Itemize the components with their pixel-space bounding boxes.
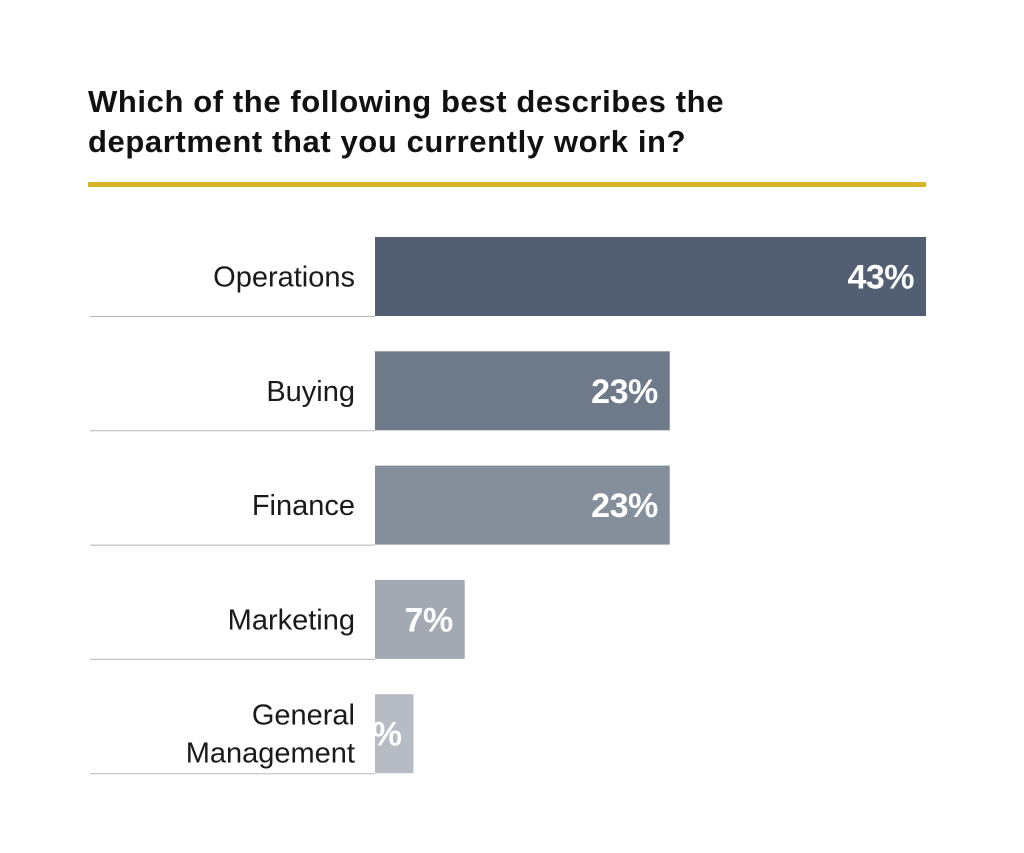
category-label: Finance [252, 490, 355, 522]
value-label: 43% [847, 259, 914, 297]
bar [375, 579, 465, 659]
category-label: Buying [266, 376, 355, 408]
bar [375, 465, 670, 545]
category-label: Operations [213, 262, 355, 294]
category-label-line: Buying [266, 376, 355, 408]
bar-row: Buying 23% [90, 351, 670, 432]
chart-title-line-2: department that you currently work in? [88, 124, 687, 159]
chart-title: Which of the following best describes th… [88, 82, 948, 162]
bar [375, 694, 414, 774]
title-divider [88, 182, 926, 187]
bar-row: Marketing 7% [90, 579, 465, 660]
value-label: 23% [591, 487, 658, 525]
bar [375, 351, 670, 431]
bar-row: Finance 23% [90, 465, 670, 546]
category-label: Marketing [228, 604, 355, 636]
category-label: General Management [186, 700, 355, 770]
category-label-line: General [252, 700, 355, 732]
category-label-line: Management [186, 738, 355, 770]
category-label-line: Finance [252, 490, 355, 522]
bar [375, 237, 926, 316]
bar-row: Operations 43% [90, 237, 926, 317]
value-label: 7% [405, 601, 453, 639]
value-label: 3% [353, 716, 401, 754]
category-label-line: Operations [213, 262, 355, 294]
chart-title-line-1: Which of the following best describes th… [88, 84, 725, 119]
category-label-line: Marketing [228, 604, 355, 636]
value-label: 23% [591, 373, 658, 411]
